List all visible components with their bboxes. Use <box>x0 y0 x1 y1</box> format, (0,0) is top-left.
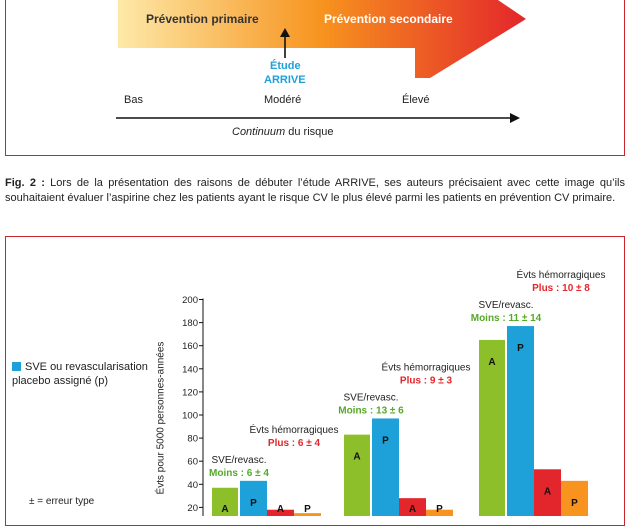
caption-text: Lors de la présentation des raisons de d… <box>5 177 625 204</box>
sve-difference: Moins : 11 ± 14 <box>471 313 542 324</box>
y-tick-label: 60 <box>187 457 198 468</box>
bar-label: P <box>382 435 389 446</box>
bar-label: P <box>517 343 524 354</box>
y-tick-label: 20 <box>187 503 198 514</box>
sve-difference: Moins : 13 ± 6 <box>338 405 404 416</box>
y-tick-label: 100 <box>182 411 198 422</box>
risk-tick-high: Élevé <box>402 94 430 106</box>
bar-label: A <box>353 452 360 463</box>
study-label-line1: Étude <box>270 60 301 72</box>
figure-2-caption: Fig. 2 : Lors de la présentation des rai… <box>5 176 625 206</box>
bar <box>240 480 267 516</box>
secondary-prevention-label: Prévention secondaire <box>324 12 453 26</box>
hem-difference: Plus : 6 ± 4 <box>268 438 321 449</box>
hem-label: Évts hémorragiques <box>517 268 606 281</box>
bar-label: A <box>409 504 416 515</box>
legend-placebo-label: SVE ou revascularisation placebo assigné… <box>12 361 148 387</box>
sve-label: SVE/revasc. <box>211 455 266 466</box>
bar <box>479 339 505 516</box>
bar-label: P <box>436 504 443 515</box>
bar <box>507 326 534 516</box>
bar-label: A <box>544 486 551 497</box>
sve-label: SVE/revasc. <box>478 300 533 311</box>
bar <box>212 487 238 516</box>
hem-label: Évts hémorragiques <box>250 423 339 436</box>
study-label-line2: ARRIVE <box>264 74 306 86</box>
bar <box>344 434 370 516</box>
legend-placebo-swatch <box>12 362 21 371</box>
bar-label: P <box>304 504 311 515</box>
risk-gradient-arrow <box>118 0 526 78</box>
caption-label: Fig. 2 : <box>5 177 45 189</box>
hem-label: Évts hémorragiques <box>382 360 471 373</box>
study-pointer-head <box>280 28 290 37</box>
bar-label: P <box>571 498 578 509</box>
y-tick-label: 140 <box>182 364 198 375</box>
figure-2-diagram <box>116 0 526 123</box>
figure-2-frame <box>5 0 625 156</box>
bar-label: A <box>277 504 284 515</box>
y-tick-label: 120 <box>182 387 198 398</box>
hem-difference: Plus : 10 ± 8 <box>532 283 590 294</box>
sve-difference: Moins : 6 ± 4 <box>209 468 269 479</box>
bar-label: A <box>488 357 495 368</box>
risk-axis-label-rest: du risque <box>285 126 334 138</box>
y-tick-label: 40 <box>187 480 198 491</box>
bar <box>426 509 453 516</box>
risk-tick-low: Bas <box>124 94 143 106</box>
bar <box>372 418 399 516</box>
risk-axis-label-italic: Continuum <box>232 126 286 138</box>
y-tick-label: 180 <box>182 318 198 329</box>
bar-label: P <box>250 498 257 509</box>
y-tick-label: 200 <box>182 295 198 306</box>
risk-tick-mid: Modéré <box>264 94 302 106</box>
sve-label: SVE/revasc. <box>343 392 398 403</box>
hem-difference: Plus : 9 ± 3 <box>400 375 453 386</box>
bar <box>534 469 561 516</box>
y-tick-label: 80 <box>187 434 198 445</box>
bar <box>561 480 588 516</box>
risk-axis-arrowhead <box>510 113 520 123</box>
bar-label: A <box>221 504 228 515</box>
risk-axis-label: Continuum du risque <box>232 126 334 138</box>
bar <box>294 513 321 516</box>
legend-error: ± = erreur type <box>29 496 95 507</box>
primary-prevention-label: Prévention primaire <box>146 12 259 26</box>
bar <box>399 498 426 516</box>
legend-placebo: SVE ou revascularisation placebo assigné… <box>12 360 160 388</box>
y-tick-label: 160 <box>182 341 198 352</box>
bar <box>267 509 294 516</box>
